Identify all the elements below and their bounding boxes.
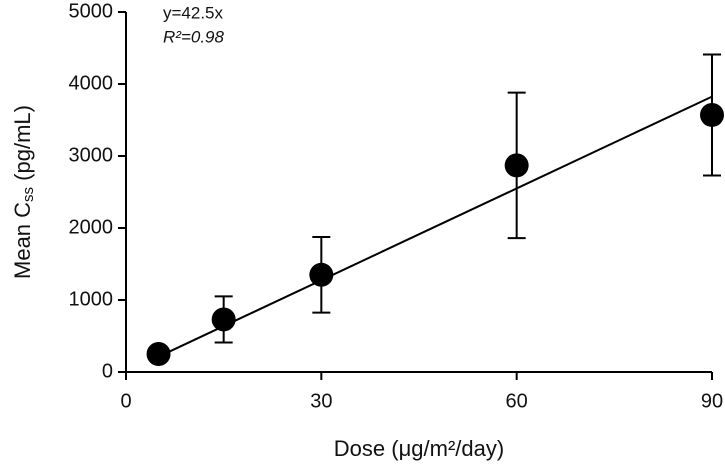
y-label-subscript: ss <box>20 187 37 202</box>
point <box>504 153 529 178</box>
point <box>700 102 724 127</box>
x-tick-label: 0 <box>120 390 131 412</box>
fit-line <box>158 95 713 358</box>
y-tick-label: 2000 <box>69 216 114 238</box>
point <box>146 342 171 366</box>
y-axis-label: Mean Css (pg/mL) <box>10 105 37 279</box>
y-tick-label: 1000 <box>69 288 114 310</box>
y-tick-label: 0 <box>102 360 113 382</box>
point <box>211 307 236 332</box>
y-label-suffix: (pg/mL) <box>10 105 35 187</box>
y-tick-label: 5000 <box>69 0 114 22</box>
annotation: y=42.5x <box>163 3 224 22</box>
x-tick-label: 60 <box>506 390 528 412</box>
x-axis-label: Dose (μg/m²/day) <box>334 436 504 461</box>
x-tick-label: 90 <box>701 390 723 412</box>
y-tick-label: 3000 <box>69 144 114 166</box>
x-tick-label: 30 <box>310 390 332 412</box>
y-label-text: Mean C <box>10 202 35 279</box>
point <box>309 262 334 287</box>
annotation: R²=0.98 <box>163 27 224 46</box>
y-tick-label: 4000 <box>69 72 114 94</box>
